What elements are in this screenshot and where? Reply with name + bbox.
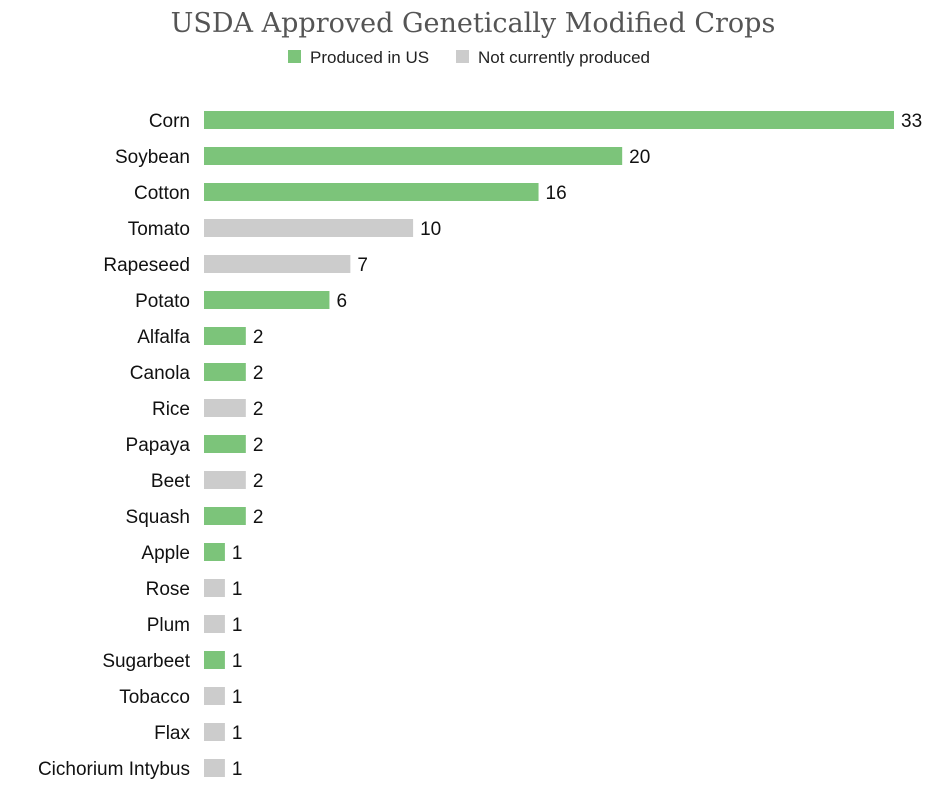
category-label-soybean: Soybean	[115, 147, 190, 168]
value-label-alfalfa: 2	[253, 327, 264, 348]
value-label-plum: 1	[232, 615, 243, 636]
category-label-rice: Rice	[152, 399, 190, 420]
bar-apple	[204, 543, 225, 561]
bar-potato	[204, 291, 330, 309]
category-label-apple: Apple	[141, 543, 190, 564]
value-label-potato: 6	[336, 291, 347, 312]
value-label-rose: 1	[232, 579, 243, 600]
bar-tobacco	[204, 687, 225, 705]
bar-alfalfa	[204, 327, 246, 345]
chart-title: USDA Approved Genetically Modified Crops	[171, 8, 776, 39]
value-label-squash: 2	[253, 507, 264, 528]
category-label-papaya: Papaya	[126, 435, 191, 456]
value-label-canola: 2	[253, 363, 264, 384]
bar-sugarbeet	[204, 651, 225, 669]
value-label-beet: 2	[253, 471, 264, 492]
category-label-sugarbeet: Sugarbeet	[102, 651, 190, 672]
bar-cichorium-intybus	[204, 759, 225, 777]
category-label-plum: Plum	[147, 615, 190, 636]
bar-tomato	[204, 219, 414, 237]
category-labels-group: Corn Soybean Cotton Tomato Rapeseed Potato Alf…	[38, 111, 191, 780]
legend: Produced in US Not currently produced	[288, 48, 650, 67]
category-label-tomato: Tomato	[128, 219, 190, 240]
value-label-cichorium-intybus: 1	[232, 759, 243, 780]
value-label-rice: 2	[253, 399, 264, 420]
value-label-tobacco: 1	[232, 687, 243, 708]
value-label-rapeseed: 7	[357, 255, 368, 276]
category-label-rapeseed: Rapeseed	[103, 255, 190, 276]
category-label-tobacco: Tobacco	[119, 687, 190, 708]
category-label-alfalfa: Alfalfa	[137, 327, 190, 348]
category-label-beet: Beet	[151, 471, 191, 492]
value-label-papaya: 2	[253, 435, 264, 456]
bar-canola	[204, 363, 246, 381]
bar-rapeseed	[204, 255, 351, 273]
bar-plum	[204, 615, 225, 633]
bar-papaya	[204, 435, 246, 453]
value-label-flax: 1	[232, 723, 243, 744]
value-label-sugarbeet: 1	[232, 651, 243, 672]
category-label-potato: Potato	[135, 291, 190, 312]
legend-label-produced: Produced in US	[310, 48, 429, 67]
bar-squash	[204, 507, 246, 525]
value-label-apple: 1	[232, 543, 243, 564]
legend-swatch-not-produced	[456, 50, 469, 63]
bar-rice	[204, 399, 246, 417]
bar-soybean	[204, 147, 623, 165]
category-label-rose: Rose	[146, 579, 190, 600]
bar-rose	[204, 579, 225, 597]
value-label-tomato: 10	[420, 219, 441, 240]
category-label-squash: Squash	[126, 507, 190, 528]
bar-cotton	[204, 183, 539, 201]
category-label-corn: Corn	[149, 111, 190, 132]
category-label-flax: Flax	[154, 723, 190, 744]
value-label-cotton: 16	[546, 183, 567, 204]
category-label-canola: Canola	[130, 363, 191, 384]
value-label-soybean: 20	[629, 147, 650, 168]
legend-swatch-produced	[288, 50, 301, 63]
category-label-cotton: Cotton	[134, 183, 190, 204]
legend-label-not-produced: Not currently produced	[478, 48, 650, 67]
bar-flax	[204, 723, 225, 741]
value-label-corn: 33	[901, 111, 922, 132]
bar-beet	[204, 471, 246, 489]
bars-group	[204, 111, 894, 777]
bar-corn	[204, 111, 894, 129]
category-label-cichorium-intybus: Cichorium Intybus	[38, 759, 190, 780]
